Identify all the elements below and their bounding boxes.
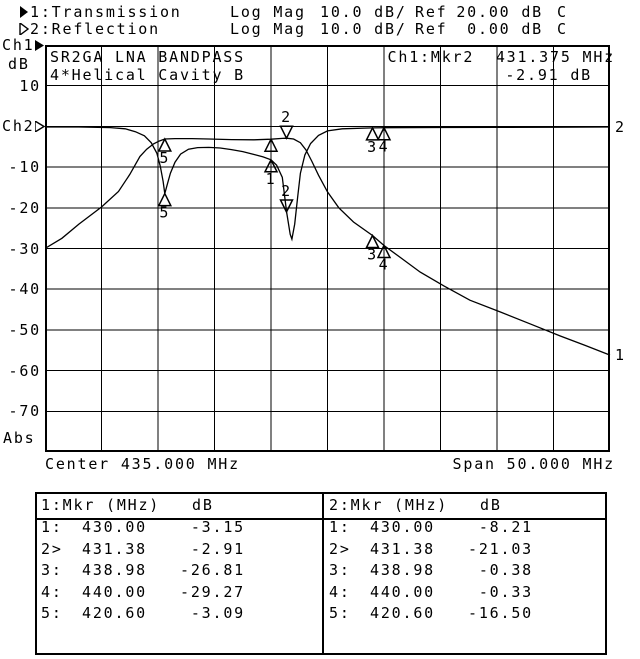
y-tick-label--70: -70 (8, 402, 41, 420)
marker-row-number: 2> (41, 539, 63, 558)
trace1-active-arrow-icon (20, 6, 28, 18)
marker-row-frequency: 420.60 (370, 604, 435, 623)
marker-row-frequency: 438.98 (82, 561, 147, 580)
marker-row-number: 3: (329, 561, 351, 580)
y-tick-label--60: -60 (8, 362, 41, 380)
marker-row-value: -3.15 (190, 518, 245, 536)
marker-row-value: -8.21 (478, 518, 533, 536)
marker-row-value: -0.38 (478, 561, 533, 580)
trace-end-label-1: 1 (615, 346, 626, 364)
trace-reflection (45, 126, 611, 242)
marker-row-frequency: 430.00 (82, 518, 147, 536)
ch1-axis-label: Ch1 (2, 36, 35, 54)
trace1-scale: 10.0 dB/ (320, 3, 407, 21)
marker-4-ch2-triangle (376, 126, 392, 141)
marker-3-ch2-label: 3 (367, 138, 378, 156)
trace-end-label-2: 2 (615, 118, 626, 136)
marker-row-value: -29.27 (180, 582, 245, 601)
marker-row-number: 5: (329, 604, 351, 623)
marker-5-ch1-triangle (157, 137, 173, 152)
marker-readout-line1: Ch1:Mkr2 431.375 MHz (387, 48, 615, 66)
trace1-ref-label: Ref (415, 3, 448, 21)
marker-row-value: -0.33 (478, 582, 533, 601)
marker-row-frequency: 440.00 (82, 582, 147, 601)
y-tick-label-10: 10 (19, 77, 41, 95)
y-tick-label--10: -10 (8, 158, 41, 176)
trace1-ref-value: 20.00 dB (456, 3, 543, 21)
trace2-ref-label: Ref (415, 20, 448, 38)
marker-row-number: 4: (329, 582, 351, 601)
trace2-label: 2:Reflection (30, 20, 160, 38)
trace2-ref-value: 0.00 dB (467, 20, 543, 38)
marker-row-value: -26.81 (180, 561, 245, 580)
marker-table-box: 1:Mkr (MHz) dB 1: 430.00 -3.15 2> 431.38 -2.9… (35, 492, 607, 655)
marker-row-value: -2.91 (190, 539, 245, 558)
marker-row-value: -16.50 (468, 604, 533, 623)
marker-table-divider (322, 494, 324, 653)
plot-title-line1: SR2GA LNA BANDPASS (50, 48, 245, 66)
trace1-format: Log Mag (230, 3, 306, 21)
marker-3-ch1-label: 3 (367, 246, 378, 264)
marker-5-ch2-label: 5 (159, 204, 170, 222)
trace1-label: 1:Transmission (30, 3, 182, 21)
marker-4-ch1-label: 4 (379, 256, 390, 274)
marker-row-number: 1: (41, 518, 63, 536)
marker-row-number: 2> (329, 539, 351, 558)
ch1-ref-arrow-icon (35, 40, 44, 51)
marker-1-ch2-label: 1 (266, 170, 277, 188)
marker-2-ch1-triangle (279, 125, 294, 140)
marker-row-frequency: 440.00 (370, 582, 435, 601)
marker-row-frequency: 431.38 (370, 539, 435, 558)
trace1-cal-flag: C (557, 3, 568, 21)
marker-row-number: 4: (41, 582, 63, 601)
y-axis-abs-label: Abs (3, 429, 36, 447)
marker-1-ch1-triangle (263, 137, 279, 152)
marker-row-number: 5: (41, 604, 63, 623)
trace2-scale: 10.0 dB/ (320, 20, 407, 38)
marker-row-value: -21.03 (468, 539, 533, 558)
trace2-format: Log Mag (230, 20, 306, 38)
marker-4-ch2-label: 4 (379, 138, 390, 156)
marker-2-ch2-label: 2 (281, 182, 292, 200)
marker-2-ch1-label: 2 (281, 108, 292, 126)
marker-1-ch2-triangle (263, 158, 279, 173)
y-tick-label--20: -20 (8, 199, 41, 217)
trace2-inactive-arrow-icon (19, 23, 29, 35)
x-axis-center-label: Center 435.000 MHz (45, 455, 240, 473)
marker-4-ch1-triangle (376, 243, 392, 259)
y-axis-unit-label: dB (8, 55, 30, 73)
marker-5-ch2-triangle (157, 191, 173, 207)
marker-table-ch1-header: 1:Mkr (MHz) (41, 496, 161, 514)
marker-table-ch2: 2:Mkr (MHz) dB 1: 430.00 -8.21 2> 431.38 -21.… (325, 494, 610, 653)
y-tick-label--50: -50 (8, 321, 41, 339)
marker-row-value: -3.09 (190, 604, 245, 623)
marker-table-ch1-unit: dB (192, 496, 214, 514)
marker-row-number: 1: (329, 518, 351, 536)
marker-row-frequency: 430.00 (370, 518, 435, 536)
x-axis-span-label: Span 50.000 MHz (452, 455, 615, 473)
marker-table-ch1: 1:Mkr (MHz) dB 1: 430.00 -3.15 2> 431.38 -2.9… (37, 494, 322, 653)
marker-row-number: 3: (41, 561, 63, 580)
marker-table-ch2-unit: dB (480, 496, 502, 514)
marker-table-header-rule (37, 518, 605, 520)
marker-row-frequency: 438.98 (370, 561, 435, 580)
trace2-cal-flag: C (557, 20, 568, 38)
y-tick-label--40: -40 (8, 280, 41, 298)
ch2-ref-arrow-icon (35, 121, 45, 132)
trace-transmission (45, 137, 611, 356)
marker-row-frequency: 420.60 (82, 604, 147, 623)
marker-readout-line2: -2.91 dB (505, 66, 592, 84)
marker-table-ch2-header: 2:Mkr (MHz) (329, 496, 449, 514)
marker-5-ch1-label: 5 (159, 149, 170, 167)
y-tick-label--30: -30 (8, 240, 41, 258)
marker-3-ch2-triangle (365, 126, 380, 141)
plot-title-line2: 4*Helical Cavity B (50, 66, 245, 84)
marker-3-ch1-triangle (365, 233, 380, 249)
marker-row-frequency: 431.38 (82, 539, 147, 558)
ch2-axis-label: Ch2 (2, 117, 35, 135)
marker-2-ch2-triangle (279, 199, 294, 214)
